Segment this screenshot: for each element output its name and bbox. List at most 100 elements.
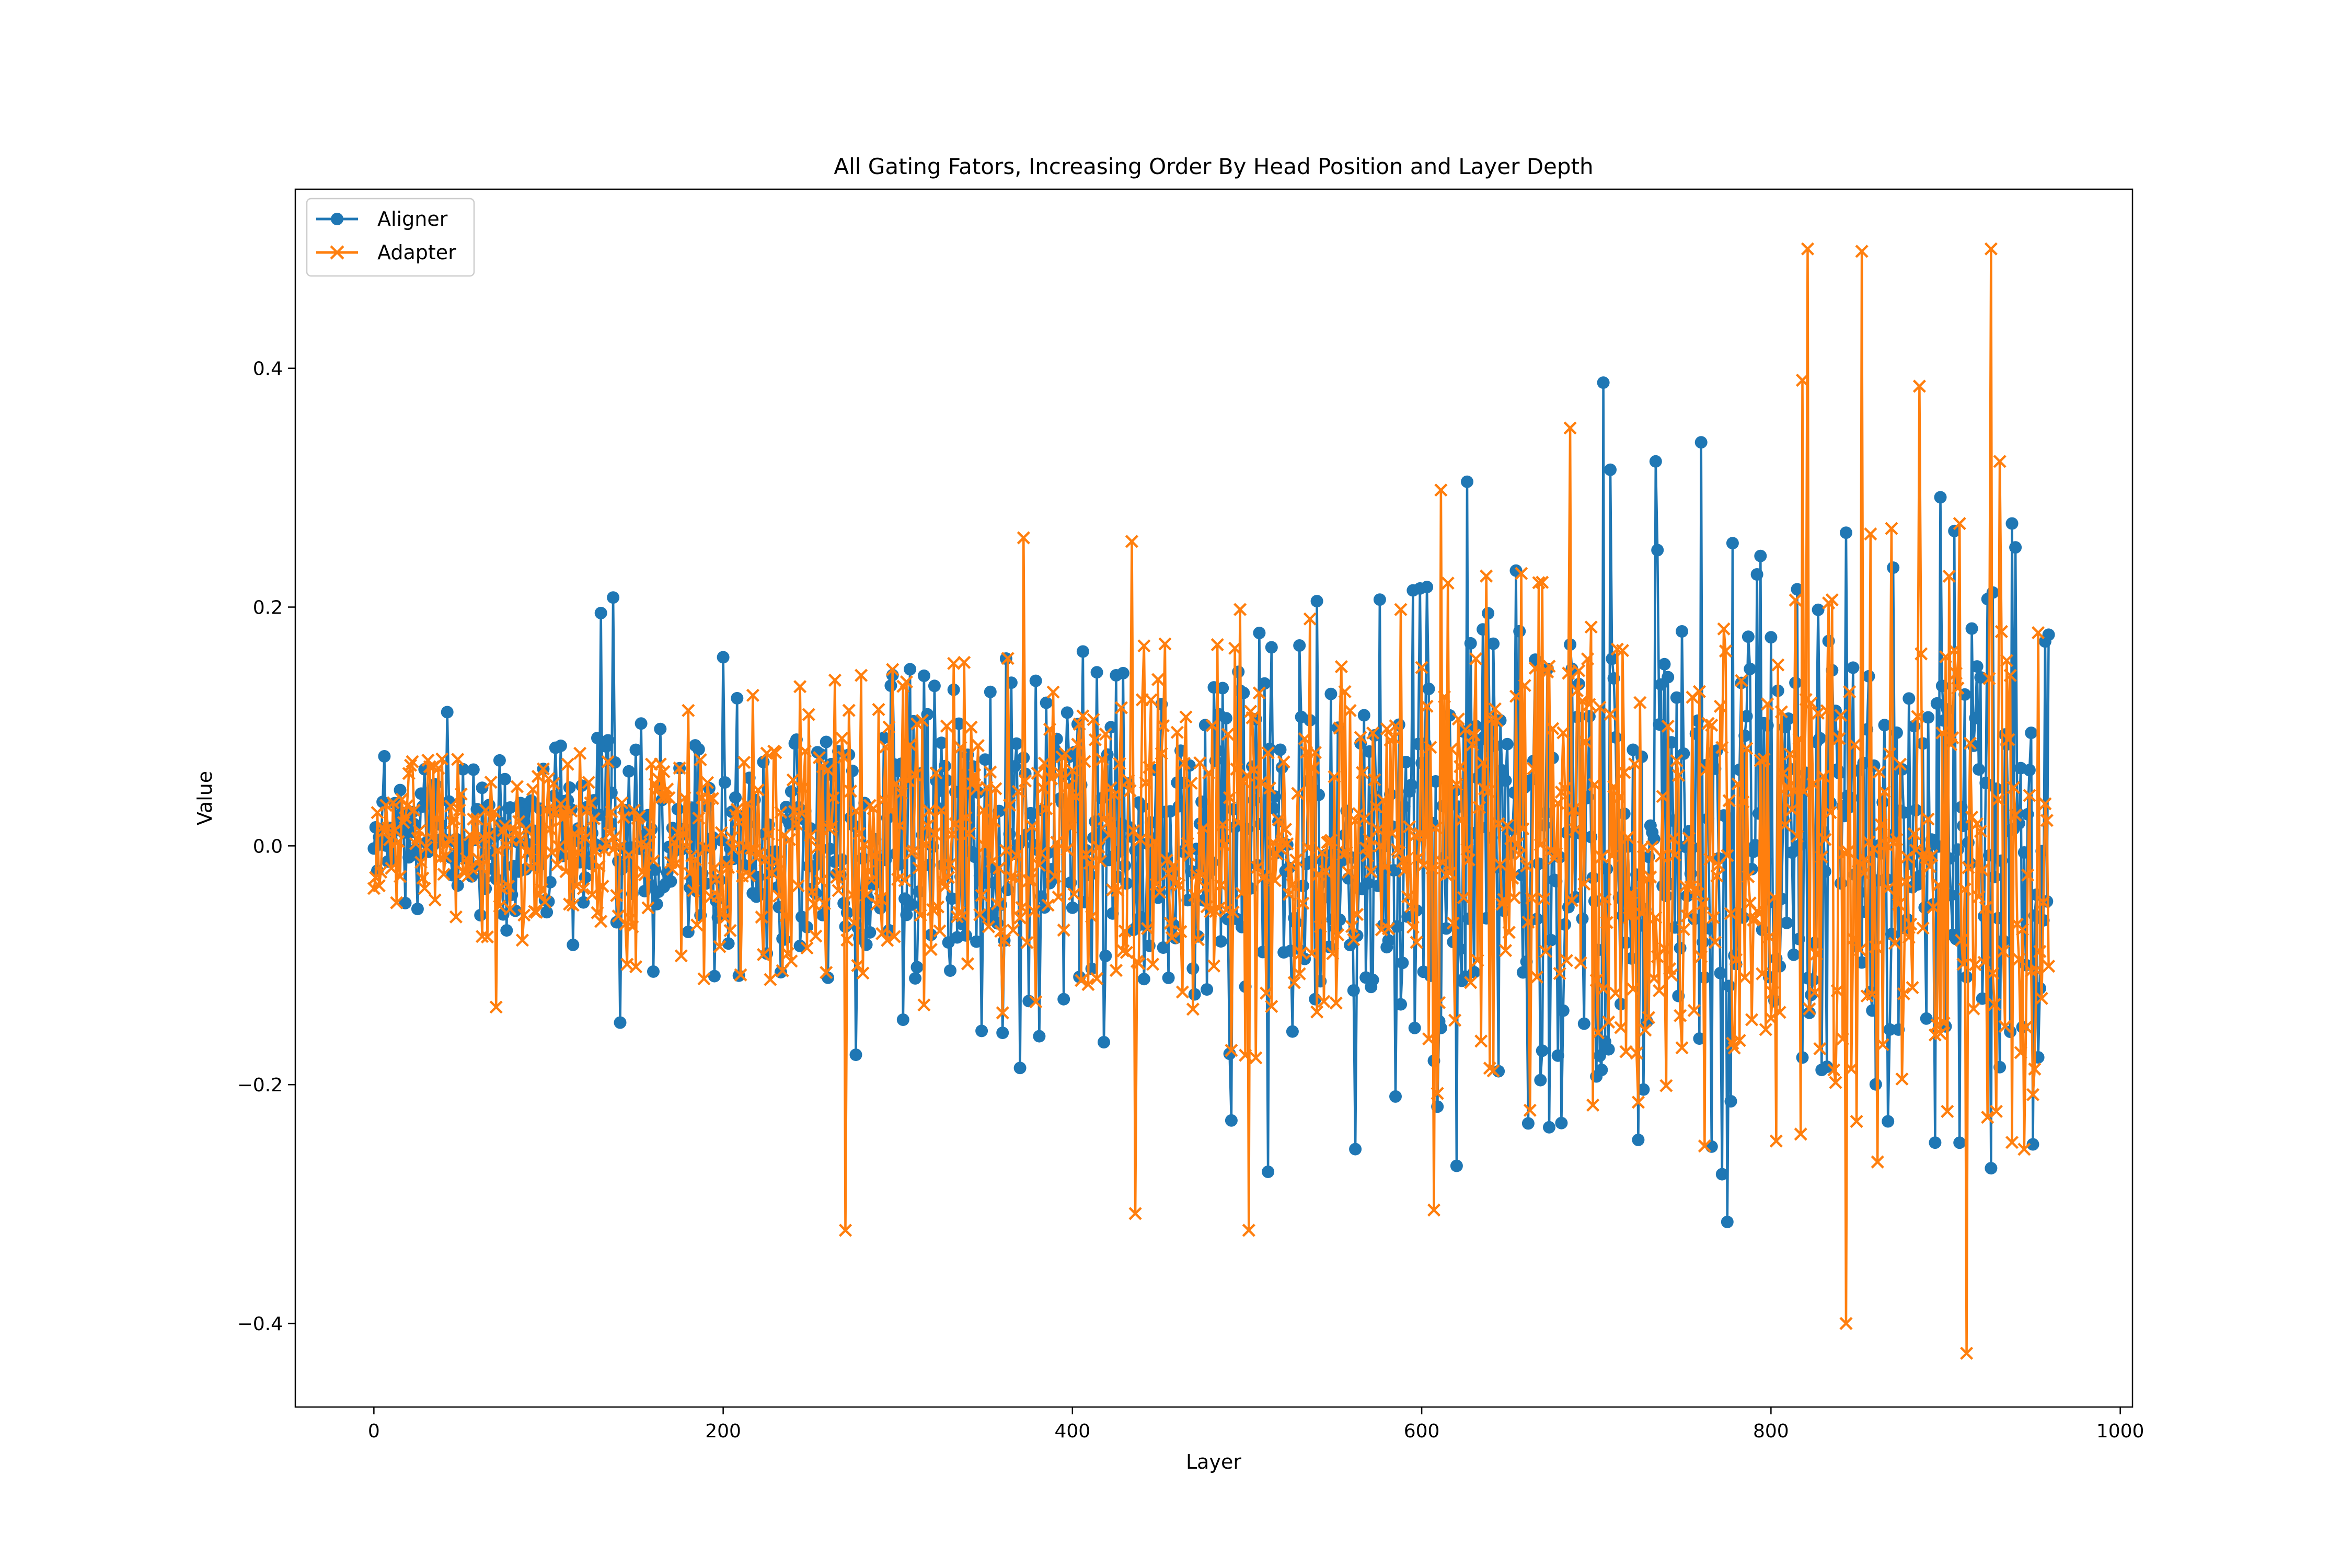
- data-point: [1316, 846, 1329, 860]
- data-point: [1731, 777, 1745, 791]
- data-point: [1405, 779, 1418, 791]
- data-point: [1254, 776, 1268, 789]
- data-point: [1653, 718, 1666, 731]
- data-point: [1090, 666, 1103, 679]
- data-point: [1618, 766, 1631, 779]
- data-point: [1572, 664, 1586, 677]
- data-point: [1179, 710, 1193, 724]
- data-point: [1015, 901, 1029, 914]
- data-point: [1073, 717, 1086, 731]
- data-point: [1733, 1034, 1746, 1047]
- data-point: [1037, 756, 1051, 770]
- data-point: [1312, 868, 1325, 881]
- data-point: [1493, 858, 1507, 871]
- data-point: [2005, 517, 2019, 530]
- data-point: [1127, 824, 1140, 838]
- data-point: [1560, 954, 1573, 967]
- data-point: [610, 889, 624, 902]
- data-point: [1956, 958, 1970, 971]
- data-point: [811, 840, 824, 854]
- data-point: [1600, 916, 1613, 929]
- data-point: [498, 819, 512, 833]
- data-point: [540, 906, 554, 919]
- data-point: [632, 810, 646, 823]
- data-point: [1710, 869, 1724, 883]
- data-point: [1808, 986, 1821, 999]
- data-point: [559, 865, 573, 879]
- data-point: [886, 663, 900, 676]
- data-point: [737, 756, 751, 769]
- data-point: [2007, 781, 2021, 794]
- data-point: [1188, 988, 1201, 1001]
- data-point: [1382, 922, 1396, 936]
- data-point: [935, 736, 948, 750]
- data-point: [1715, 741, 1729, 754]
- data-point: [1762, 930, 1776, 944]
- data-point: [1900, 850, 1914, 864]
- data-point: [1518, 678, 1531, 693]
- data-point: [1451, 712, 1465, 726]
- data-point: [729, 791, 742, 804]
- data-point: [1504, 832, 1518, 846]
- data-point: [1326, 947, 1340, 961]
- data-point: [821, 763, 835, 777]
- data-point: [1476, 756, 1490, 769]
- data-point: [1331, 928, 1345, 942]
- data-point: [1795, 373, 1809, 387]
- data-point: [1511, 837, 1525, 850]
- data-point: [1687, 1004, 1701, 1017]
- data-point: [1670, 754, 1684, 768]
- data-point: [641, 901, 655, 915]
- data-point: [647, 854, 660, 868]
- data-point: [1794, 1127, 1807, 1141]
- data-point: [2038, 797, 2052, 811]
- data-point: [1415, 661, 1428, 674]
- data-point: [1932, 878, 1945, 892]
- data-point: [860, 889, 873, 902]
- data-point: [2033, 944, 2047, 958]
- data-point: [1298, 732, 1311, 746]
- data-point: [1666, 832, 1680, 845]
- data-point: [840, 933, 854, 947]
- data-point: [1670, 691, 1683, 704]
- legend-marker-aligner: [331, 213, 343, 225]
- data-point: [1853, 943, 1867, 956]
- data-point: [1434, 483, 1448, 497]
- data-point: [1694, 436, 1708, 449]
- data-point: [1058, 747, 1073, 760]
- data-point: [1756, 967, 1769, 981]
- data-point: [956, 918, 969, 931]
- data-point: [488, 805, 501, 818]
- data-point: [1067, 887, 1081, 901]
- data-point: [386, 796, 400, 810]
- data-point: [1231, 816, 1245, 829]
- data-point: [640, 838, 653, 852]
- data-point: [1836, 1032, 1849, 1046]
- data-point: [1633, 696, 1647, 709]
- data-point: [1389, 719, 1402, 733]
- data-point: [1577, 877, 1591, 891]
- data-point: [842, 704, 856, 717]
- data-point: [393, 870, 407, 883]
- data-point: [982, 920, 996, 933]
- data-point: [1726, 537, 1739, 550]
- data-point: [1765, 631, 1778, 644]
- data-point: [403, 758, 418, 772]
- data-point: [1644, 870, 1657, 884]
- data-point: [1196, 821, 1210, 835]
- data-point: [971, 739, 985, 753]
- data-point: [462, 869, 475, 883]
- data-point: [1923, 860, 1936, 873]
- data-point: [1020, 936, 1034, 949]
- data-point: [435, 752, 449, 766]
- data-point: [1915, 647, 1928, 661]
- data-point: [1342, 866, 1355, 879]
- data-point: [838, 1224, 852, 1237]
- data-point: [1424, 741, 1437, 754]
- data-point: [1764, 1011, 1778, 1025]
- data-point: [540, 803, 554, 817]
- data-point: [1607, 780, 1621, 793]
- data-point: [723, 924, 737, 937]
- data-point: [547, 777, 561, 790]
